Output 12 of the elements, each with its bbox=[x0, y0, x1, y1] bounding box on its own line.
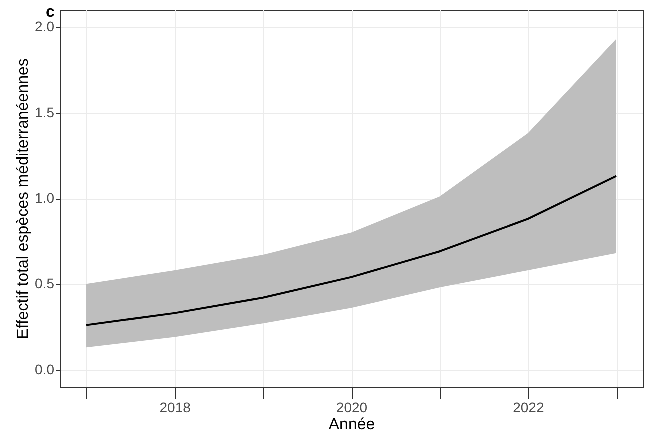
line-series bbox=[86, 175, 618, 326]
y-tick-label: 0.5 bbox=[35, 276, 55, 292]
y-tick-label: 1.5 bbox=[35, 104, 55, 120]
chart-title: c bbox=[46, 4, 55, 21]
x-tick-label: 2022 bbox=[513, 400, 544, 416]
y-tick-label: 2.0 bbox=[35, 18, 55, 35]
y-tick-label: 0.0 bbox=[35, 361, 55, 378]
y-tick-label: 1.0 bbox=[35, 190, 55, 206]
y-axis-title: Effectif total espèces méditerranéennes bbox=[15, 58, 32, 340]
x-tick-label: 2020 bbox=[336, 400, 368, 416]
x-tick-label: 2018 bbox=[160, 400, 192, 416]
x-axis-title: Année bbox=[328, 416, 376, 434]
